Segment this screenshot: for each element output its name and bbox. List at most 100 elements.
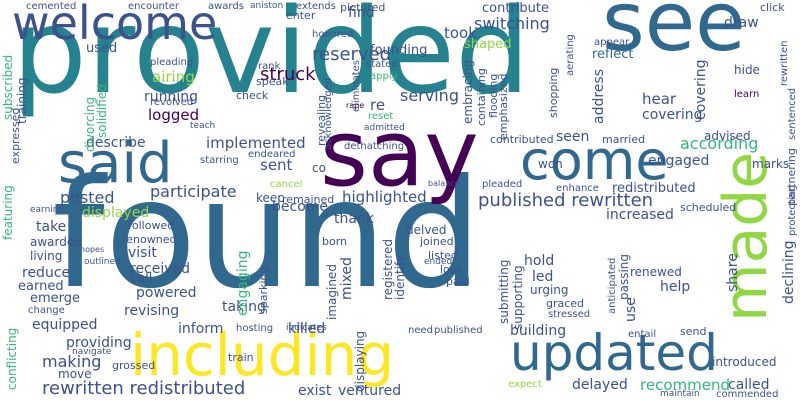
word-train: train xyxy=(228,351,254,364)
word-ended: ended xyxy=(424,257,453,267)
word-find: find xyxy=(348,5,375,21)
word-earning: earning xyxy=(30,205,65,215)
word-contribute: contribute xyxy=(482,1,549,16)
word-seen: seen xyxy=(556,129,590,145)
word-v_engaging: engaging xyxy=(235,250,251,317)
word-v_sparking: sparking xyxy=(257,266,270,314)
word-revolved: revolved xyxy=(150,97,194,108)
word-draw: draw xyxy=(724,15,759,31)
word-say: say xyxy=(320,100,479,207)
word-dethatching: dethatching xyxy=(344,141,405,152)
word-v_featuring: featuring xyxy=(1,185,15,240)
word-participate: participate xyxy=(150,182,237,201)
word-starring: starring xyxy=(200,155,239,166)
word-v_displaying: displaying xyxy=(353,330,367,392)
word-implemented: implemented xyxy=(206,134,306,152)
word-v_sentenced: sentenced xyxy=(787,87,798,140)
word-won: won xyxy=(538,157,563,171)
word-building: building xyxy=(510,323,567,339)
word-rewritten_red: rewritten redistributed xyxy=(42,378,246,399)
word-ventured: ventured xyxy=(338,383,402,399)
word-providing: providing xyxy=(66,335,132,351)
word-v_address: address xyxy=(591,68,607,124)
word-v_recall: rewritten xyxy=(779,40,790,86)
word-listed: listed xyxy=(428,249,458,262)
word-teach: teach xyxy=(190,121,216,131)
word-powered: powered xyxy=(136,285,197,301)
word-v_supporting: supporting xyxy=(511,265,525,330)
word-said: said xyxy=(58,131,173,196)
word-reflect: reflect xyxy=(592,47,634,62)
word-introduced: introduced xyxy=(712,355,777,369)
word-v_solidified: solidified xyxy=(95,84,109,138)
word-increased: increased xyxy=(606,207,674,223)
word-used: used xyxy=(86,41,118,56)
word-updated: updated xyxy=(510,324,718,382)
word-founding: founding xyxy=(370,43,428,58)
word-airing: airing xyxy=(152,68,195,86)
word-describe: describe xyxy=(86,135,146,151)
word-pleading: pleading xyxy=(150,57,194,68)
word-move: move xyxy=(58,367,92,381)
word-v_aerating: aerating xyxy=(565,34,576,76)
word-co: co xyxy=(312,161,326,175)
word-including: including xyxy=(130,321,395,389)
word-balance: balance xyxy=(428,179,460,188)
word-grossed: grossed xyxy=(112,359,156,372)
word-provided: provided xyxy=(12,0,531,120)
word-logged: logged xyxy=(148,106,200,124)
word-v_covering: covering xyxy=(693,59,709,120)
word-apply: apply xyxy=(370,71,398,82)
word-outlined: outlined xyxy=(84,257,121,267)
word-look: look xyxy=(440,263,463,276)
word-encounter: encounter xyxy=(128,1,179,12)
word-v_identify: identify xyxy=(393,254,407,300)
word-advised: advised xyxy=(704,129,751,143)
word-earned: earned xyxy=(18,279,64,294)
word-stated: stated xyxy=(366,59,398,70)
word-marks: marks xyxy=(752,157,790,171)
word-posted: posted xyxy=(60,188,115,207)
word-indicates: indicates xyxy=(286,323,327,333)
word-renewed: renewed xyxy=(630,265,682,279)
word-v_eliminates: eliminates xyxy=(351,60,362,112)
word-pleaded: pleaded xyxy=(482,179,523,190)
word-switching: switching xyxy=(474,14,550,33)
word-thank: thank xyxy=(334,211,374,227)
word-v_revealing: revealing xyxy=(315,94,328,146)
word-v_containing: containing xyxy=(475,68,488,126)
word-revising: revising xyxy=(124,303,180,319)
word-awarded: awarded xyxy=(30,235,82,249)
word-pictured: pictured xyxy=(340,1,386,14)
word-become: become xyxy=(272,199,329,215)
word-reset: reset xyxy=(368,111,394,122)
word-maintain: maintain xyxy=(660,389,700,399)
word-call: call xyxy=(130,271,153,286)
word-appear: appear xyxy=(594,37,630,48)
word-paid: paid xyxy=(446,275,470,288)
word-send: send xyxy=(680,325,707,338)
word-v_imagined: imagined xyxy=(325,264,339,320)
word-cancel: cancel xyxy=(270,179,303,190)
word-v_use: use xyxy=(623,297,639,322)
word-learn: learn xyxy=(734,89,760,100)
word-received: received xyxy=(130,261,191,277)
word-took: took xyxy=(444,24,477,42)
word-redistributed: redistributed xyxy=(612,181,696,196)
word-v_share: share xyxy=(725,253,741,292)
word-running: running xyxy=(144,89,199,105)
word-v_protecting: protecting xyxy=(787,184,798,236)
word-born: born xyxy=(322,235,348,248)
word-v_submitting: submitting xyxy=(497,259,511,324)
word-v_embracing: embracing xyxy=(461,59,475,124)
word-serving: serving xyxy=(400,86,459,105)
word-scheduled: scheduled xyxy=(680,201,737,214)
word-rank: rank xyxy=(258,61,281,72)
word-v_shopping: shopping xyxy=(547,67,560,118)
word-made: made xyxy=(711,151,781,322)
word-hear: hear xyxy=(642,90,677,108)
word-entail: entail xyxy=(628,329,657,340)
word-v_anticipated: anticipated xyxy=(607,257,618,314)
word-check: check xyxy=(236,89,269,102)
word-endeared: endeared xyxy=(248,149,296,160)
